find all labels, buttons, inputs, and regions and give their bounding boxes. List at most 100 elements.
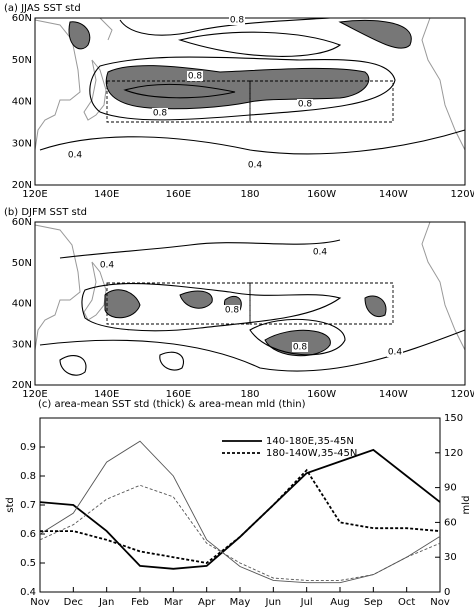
x-tick-label: Nov <box>30 597 50 608</box>
lon-label: 120W <box>451 189 474 200</box>
contour-label-bg <box>387 347 403 357</box>
contour-label: 0.8 <box>225 306 240 316</box>
lon-label: 160W <box>307 189 336 200</box>
contour-label: 0.4 <box>100 261 115 271</box>
y2-tick-label: 30 <box>444 552 457 563</box>
contour <box>59 355 87 376</box>
contour-label: 0.8 <box>188 72 203 82</box>
region-box <box>106 80 251 123</box>
contour-label-bg <box>297 99 313 109</box>
coastline <box>83 261 107 321</box>
contour-label: 0.8 <box>230 16 245 26</box>
y-tick-label: 0.9 <box>20 442 36 453</box>
y-tick-label: 0.4 <box>20 587 36 598</box>
contour-label-bg <box>312 247 328 257</box>
region-box <box>106 282 251 325</box>
y-tick-label: 0.6 <box>20 529 36 540</box>
plot-frame <box>39 417 441 593</box>
contour-label: 0.4 <box>388 348 403 358</box>
legend-label: 180-140W,35-45N <box>266 448 357 459</box>
lat-label: 50N <box>12 55 32 66</box>
shaded-area <box>338 19 412 49</box>
series-line <box>39 448 441 570</box>
contour-label-bg <box>152 108 168 118</box>
lon-label: 180 <box>240 189 259 200</box>
lat-label: 50N <box>12 258 32 269</box>
shaded-area <box>68 21 91 50</box>
x-tick-label: Mar <box>164 597 184 608</box>
lat-label: 20N <box>12 180 32 191</box>
contour-label-bg <box>224 305 240 315</box>
lat-label: 40N <box>12 97 32 108</box>
coastline <box>99 17 113 41</box>
y2-tick-label: 60 <box>444 517 457 528</box>
y-axis-label: std <box>5 497 16 512</box>
x-tick-label: Jul <box>300 597 313 608</box>
y-tick-label: 0.8 <box>20 471 36 482</box>
lon-label: 140E <box>94 389 119 400</box>
x-tick-label: Apr <box>198 597 216 608</box>
shaded-area <box>364 295 387 317</box>
lon-label: 140W <box>379 189 408 200</box>
chart-title: (c) area-mean SST std (thick) & area-mea… <box>38 399 306 410</box>
contour <box>177 31 342 57</box>
contour-label: 0.8 <box>298 100 313 110</box>
coastline <box>34 224 81 351</box>
coastline <box>34 19 81 151</box>
coastline <box>421 221 466 351</box>
x-tick-label: May <box>230 597 251 608</box>
region-box <box>249 80 394 123</box>
lat-label: 30N <box>12 339 32 350</box>
lon-label: 160E <box>166 389 191 400</box>
series-line <box>39 484 441 581</box>
contour-label-bg <box>187 71 203 81</box>
y2-tick-label: 0 <box>444 587 450 598</box>
contour-label-bg <box>99 260 115 270</box>
contour <box>89 56 396 121</box>
y-tick-label: 0.5 <box>20 558 36 569</box>
contour <box>59 239 341 259</box>
lon-label: 120W <box>451 389 474 400</box>
lon-label: 120E <box>22 189 47 200</box>
region-box <box>249 282 394 325</box>
lon-label: 120E <box>22 389 47 400</box>
contour-label: 0.4 <box>248 161 263 171</box>
y2-axis-label: mld <box>461 496 472 515</box>
x-tick-label: Jan <box>98 597 114 608</box>
shaded-area <box>104 289 141 319</box>
contour-label-bg <box>247 160 263 170</box>
series-line <box>40 468 441 564</box>
map-frame <box>34 221 466 386</box>
lat-label: 60N <box>12 13 32 24</box>
lon-label: 160W <box>307 389 336 400</box>
map-a <box>34 17 466 186</box>
y2-tick-label: 150 <box>444 413 463 424</box>
x-tick-label: Jun <box>265 597 282 608</box>
lon-label: 140W <box>379 389 408 400</box>
contour <box>123 83 236 99</box>
x-tick-label: Oct <box>398 597 415 608</box>
contour-label-bg <box>292 342 308 352</box>
contour <box>159 351 184 371</box>
x-tick-label: Dec <box>64 597 83 608</box>
contour-label: 0.4 <box>313 248 328 258</box>
lat-label: 40N <box>12 299 32 310</box>
map-title: (b) DJFM SST std <box>4 207 87 218</box>
x-tick-label: Feb <box>131 597 149 608</box>
coastline <box>421 17 466 151</box>
lat-label: 20N <box>12 380 32 391</box>
lon-label: 160E <box>166 189 191 200</box>
x-tick-label: Aug <box>330 597 350 608</box>
contour <box>249 318 346 356</box>
lon-label: 180 <box>240 389 259 400</box>
contour-label: 0.8 <box>153 109 168 119</box>
contour <box>119 17 331 36</box>
map-frame <box>34 17 466 186</box>
lon-label: 140E <box>94 189 119 200</box>
y-tick-label: 0.7 <box>20 500 36 511</box>
x-tick-label: Nov <box>430 597 450 608</box>
map-b <box>34 221 466 386</box>
contour-label: 0.8 <box>293 343 308 353</box>
contour <box>39 129 466 155</box>
